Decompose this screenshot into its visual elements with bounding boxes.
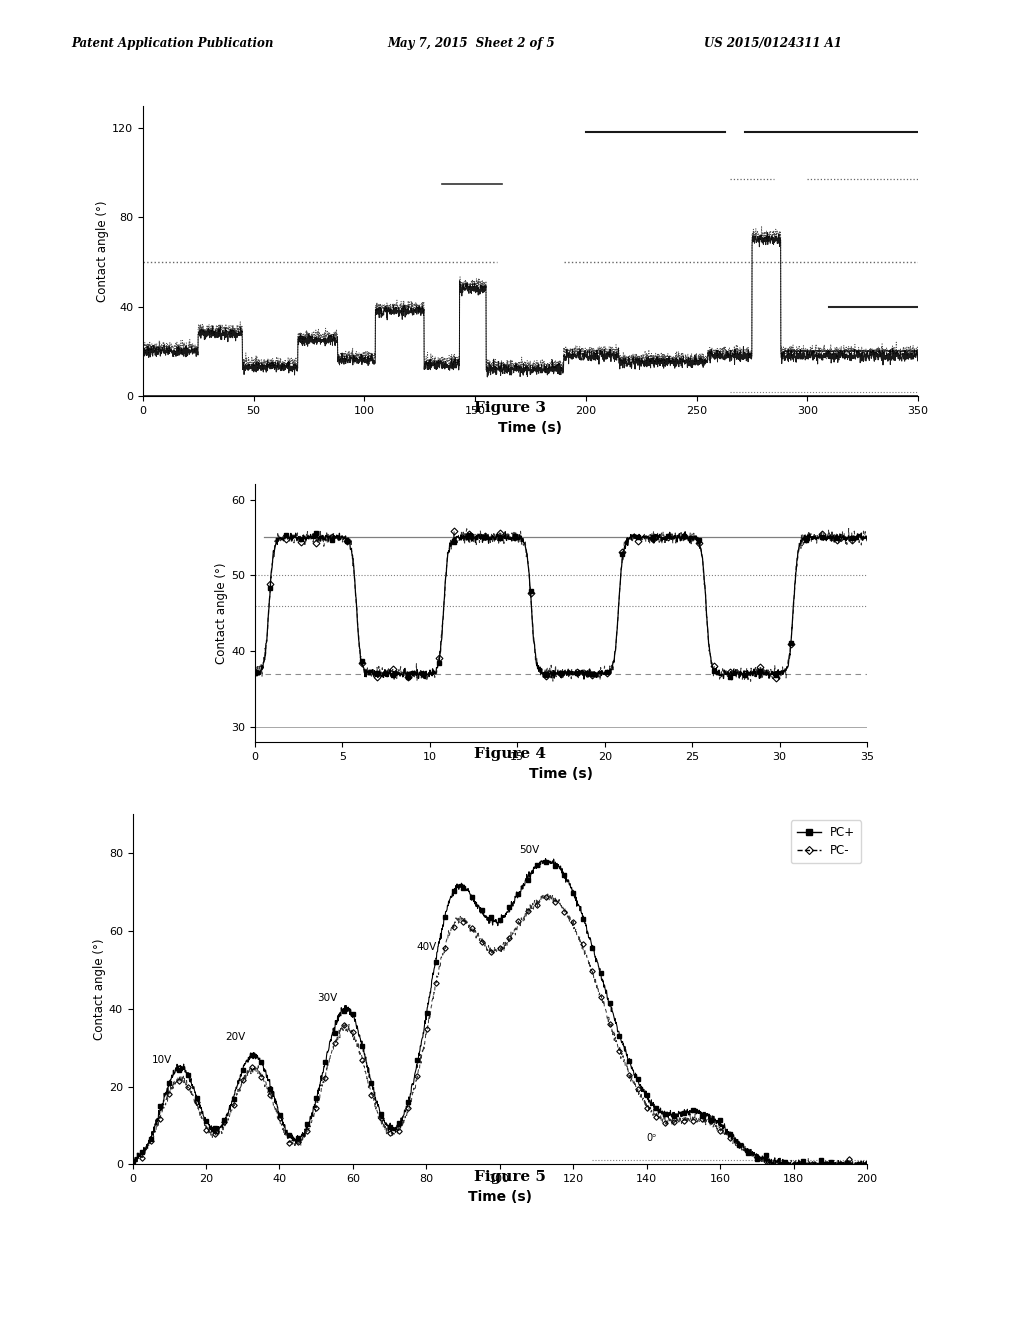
Text: 30V: 30V [317, 993, 337, 1003]
X-axis label: Time (s): Time (s) [498, 421, 561, 436]
Y-axis label: Contact angle (°): Contact angle (°) [93, 939, 106, 1040]
Text: 20V: 20V [225, 1032, 246, 1041]
Text: 40V: 40V [416, 942, 436, 953]
Y-axis label: Contact angle (°): Contact angle (°) [96, 201, 109, 301]
Text: Figure 4: Figure 4 [474, 747, 545, 760]
Text: 50V: 50V [519, 845, 539, 855]
Legend: PC+, PC-: PC+, PC- [791, 820, 860, 863]
Text: Patent Application Publication: Patent Application Publication [71, 37, 273, 50]
Y-axis label: Contact angle (°): Contact angle (°) [215, 562, 228, 664]
Text: 0ᵒ: 0ᵒ [646, 1133, 656, 1143]
Text: US 2015/0124311 A1: US 2015/0124311 A1 [703, 37, 841, 50]
Text: May 7, 2015  Sheet 2 of 5: May 7, 2015 Sheet 2 of 5 [387, 37, 554, 50]
X-axis label: Time (s): Time (s) [529, 767, 592, 781]
Text: Figure 5: Figure 5 [474, 1171, 545, 1184]
X-axis label: Time (s): Time (s) [468, 1189, 531, 1204]
Text: Figure 3: Figure 3 [474, 401, 545, 414]
Text: 10V: 10V [152, 1055, 172, 1065]
